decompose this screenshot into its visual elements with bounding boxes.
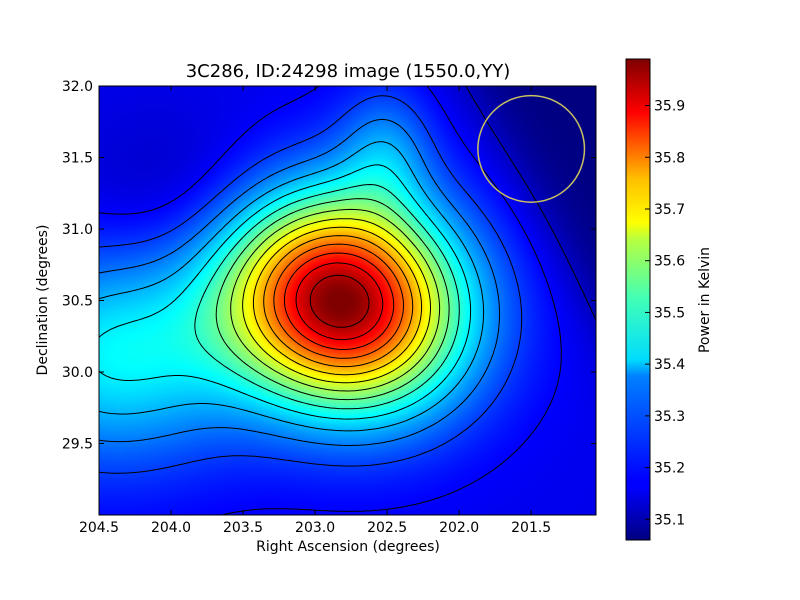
contour-line	[242, 218, 431, 384]
plot-area: 204.5 204.0 203.5 203.0 202.5 202.0 201.5 29.5…	[62, 79, 597, 536]
y-tick-label: 31.5	[62, 151, 93, 167]
contour-line	[295, 262, 384, 341]
contour-line	[230, 208, 441, 392]
contour-line	[99, 164, 472, 420]
x-tick-label: 204.5	[79, 520, 119, 536]
contour-line	[99, 141, 485, 432]
colorbar-tick-label: 35.3	[654, 409, 685, 425]
y-tick-label: 32.0	[62, 79, 93, 95]
x-tick-label: 202.5	[367, 520, 407, 536]
y-axis: 29.5 30.0 30.5 31.0 31.5 32.0	[62, 79, 596, 453]
colorbar-tick-label: 35.1	[654, 512, 685, 528]
contour-line	[215, 198, 450, 401]
contour-line	[263, 235, 414, 368]
colorbar: 35.1 35.2 35.3 35.4 35.5 35.6 35.7 35.8 35.9 Pow…	[625, 58, 713, 541]
colorbar-label: Power in Kelvin	[697, 247, 713, 353]
x-axis: 204.5 204.0 203.5 203.0 202.5 202.0 201.5	[79, 86, 551, 536]
contour-line	[99, 118, 501, 446]
colorbar-gradient	[625, 58, 651, 541]
y-tick-label: 30.0	[62, 365, 93, 381]
y-axis-label: Declination (degrees)	[35, 225, 51, 376]
contour-line	[284, 252, 395, 350]
colorbar-tick-label: 35.9	[654, 99, 685, 115]
colorbar-tick-label: 35.2	[654, 461, 685, 477]
x-tick-label: 202.0	[439, 520, 479, 536]
y-tick-label: 31.0	[62, 222, 93, 238]
contour-line	[252, 226, 423, 376]
y-tick-label: 30.5	[62, 294, 93, 310]
contour-line	[194, 184, 460, 410]
colorbar-tick-label: 35.8	[654, 150, 685, 166]
contour-lines	[99, 86, 596, 515]
x-axis-label: Right Ascension (degrees)	[256, 539, 440, 555]
colorbar-tick-label: 35.4	[654, 357, 685, 373]
x-tick-label: 203.5	[223, 520, 263, 536]
heatmap-image	[99, 86, 596, 515]
colorbar-tick-label: 35.6	[654, 254, 685, 270]
contour-line	[99, 95, 523, 474]
x-tick-label: 201.5	[511, 520, 551, 536]
contour-line	[273, 243, 404, 359]
x-tick-label: 203.0	[295, 520, 335, 536]
y-tick-label: 29.5	[62, 437, 93, 453]
beam-circle	[477, 94, 586, 203]
colorbar-tick-label: 35.5	[654, 305, 685, 321]
chart-title: 3C286, ID:24298 image (1550.0,YY)	[186, 61, 511, 82]
contour-line	[309, 274, 370, 328]
x-tick-label: 204.0	[151, 520, 191, 536]
contour-line	[465, 86, 596, 322]
colorbar-tick-label: 35.7	[654, 202, 685, 218]
